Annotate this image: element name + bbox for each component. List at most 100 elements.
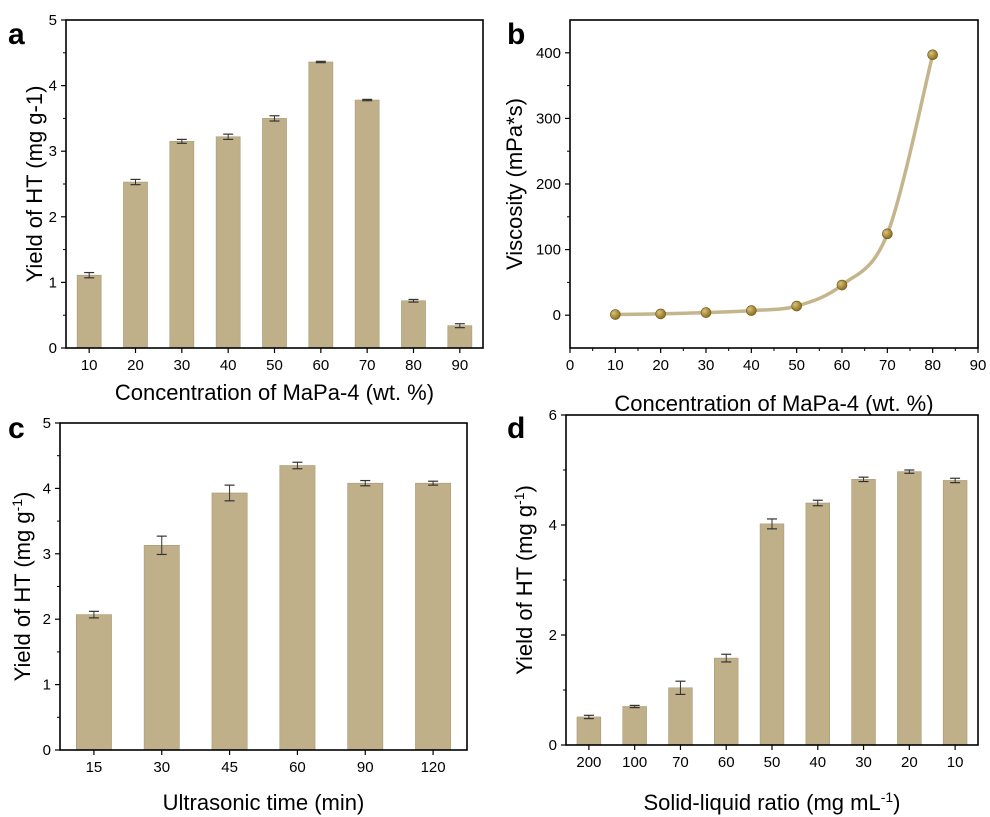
y-tick-label: 0 xyxy=(49,340,57,357)
x-tick-label: 40 xyxy=(809,754,826,771)
panel-b: 0 10 20 30 40 50 60 70 80 90 0 100 200 300 400 Concentr… xyxy=(502,18,986,416)
x-tick-label: 120 xyxy=(421,759,446,776)
x-axis-title-main: Concentration of MaPa-4 (wt. %) xyxy=(115,380,434,405)
y-tick-label: 0 xyxy=(549,737,557,754)
bar xyxy=(211,492,248,751)
bar xyxy=(668,687,693,746)
series-line xyxy=(615,54,935,317)
y-tick-label: 0 xyxy=(43,742,51,759)
bar xyxy=(401,300,426,349)
y-axis-title-end: ) xyxy=(10,492,35,499)
y-axis-title: Viscosity (mPa*s) xyxy=(502,98,527,270)
y-tick-label: 400 xyxy=(536,45,561,62)
bar xyxy=(262,118,287,349)
y-tick-label: 0 xyxy=(553,307,561,324)
bar xyxy=(75,614,112,751)
x-tick-label: 50 xyxy=(764,754,781,771)
data-point xyxy=(610,309,621,320)
x-tick-label: 40 xyxy=(220,357,237,374)
y-tick-label: 6 xyxy=(549,407,557,424)
x-axis-title-superscript: -1 xyxy=(881,789,894,805)
x-tick-label: 0 xyxy=(566,357,574,374)
y-tick-label: 3 xyxy=(49,143,57,160)
x-tick-label: 20 xyxy=(127,357,144,374)
data-point xyxy=(882,228,893,240)
x-tick-label: 50 xyxy=(266,357,283,374)
x-tick-label: 70 xyxy=(359,357,376,374)
bar xyxy=(169,141,195,349)
data-point xyxy=(746,305,757,316)
y-axis-title-main: Yield of HT (mg g xyxy=(512,505,537,675)
y-tick-label: 4 xyxy=(43,480,51,497)
x-tick-label: 30 xyxy=(173,357,190,374)
y-axis-title: Yield of HT (mg g-1) xyxy=(22,86,47,283)
x-tick-label: 30 xyxy=(153,759,170,776)
x-tick-label: 30 xyxy=(698,357,715,374)
bar xyxy=(805,502,830,746)
x-tick-label: 60 xyxy=(834,357,851,374)
y-tick-label: 200 xyxy=(536,176,561,193)
panel-letter: c xyxy=(8,412,25,445)
y-tick-label: 2 xyxy=(549,627,557,644)
x-tick-label: 15 xyxy=(86,759,103,776)
bar xyxy=(415,482,452,751)
panel-a: 10 20 30 40 50 60 70 80 90 0 1 2 3 4 5 Concentration of… xyxy=(8,12,484,405)
panel-letter: d xyxy=(507,412,525,445)
x-tick-label: 80 xyxy=(405,357,422,374)
y-tick-label: 5 xyxy=(43,415,51,432)
y-axis-title-end: ) xyxy=(512,485,537,492)
x-tick-label: 20 xyxy=(901,754,918,771)
x-axis-title-main: Concentration of MaPa-4 (wt. %) xyxy=(614,391,933,416)
x-tick-label: 90 xyxy=(970,357,987,374)
panel-d-plot-frame xyxy=(565,414,979,746)
bar xyxy=(347,482,384,751)
data-point xyxy=(927,49,938,61)
bar xyxy=(123,181,148,349)
bar xyxy=(759,523,785,746)
y-axis-title-superscript: -1 xyxy=(9,499,25,512)
y-tick-label: 4 xyxy=(49,78,57,95)
y-axis-title: Yield of HT (mg g-1) xyxy=(511,485,537,675)
x-tick-label: 20 xyxy=(652,357,669,374)
x-tick-label: 80 xyxy=(924,357,941,374)
panel-b-plot-frame xyxy=(569,19,979,349)
x-tick-label: 70 xyxy=(672,754,689,771)
bar xyxy=(215,136,241,349)
y-tick-label: 2 xyxy=(49,209,57,226)
panel-letter: a xyxy=(8,18,25,51)
bar xyxy=(76,274,102,349)
x-axis-title: Ultrasonic time (min) xyxy=(163,790,365,815)
bar xyxy=(143,544,180,751)
panel-a-plot-frame xyxy=(65,19,484,349)
x-axis-title: Concentration of MaPa-4 (wt. %) xyxy=(115,380,434,405)
bar xyxy=(942,480,968,746)
bar xyxy=(714,657,739,746)
y-axis-title-superscript: -1 xyxy=(511,492,527,505)
bar xyxy=(354,99,380,349)
y-tick-label: 4 xyxy=(549,517,557,534)
x-tick-label: 50 xyxy=(788,357,805,374)
bar xyxy=(576,716,602,746)
y-tick-label: 1 xyxy=(49,274,57,291)
data-point xyxy=(655,308,666,320)
x-tick-label: 90 xyxy=(451,357,468,374)
y-axis-title: Yield of HT (mg g-1) xyxy=(9,492,35,682)
bar xyxy=(308,61,334,349)
x-axis-title-end: ) xyxy=(893,790,900,815)
x-tick-label: 100 xyxy=(622,754,647,771)
y-axis-title-main: Yield of HT (mg g xyxy=(10,511,35,681)
x-axis-title-main: Solid-liquid ratio (mg mL xyxy=(644,790,881,815)
x-tick-label: 30 xyxy=(855,754,872,771)
y-tick-label: 2 xyxy=(43,611,51,628)
y-tick-label: 300 xyxy=(536,110,561,127)
x-tick-label: 60 xyxy=(718,754,735,771)
x-tick-label: 60 xyxy=(312,357,329,374)
x-tick-label: 10 xyxy=(947,754,964,771)
bar xyxy=(897,471,922,746)
x-axis-title-main: Ultrasonic time (min) xyxy=(163,790,365,815)
y-axis-title-main: Yield of HT (mg g-1) xyxy=(22,86,47,283)
bar xyxy=(447,325,473,349)
y-tick-label: 1 xyxy=(43,677,51,694)
